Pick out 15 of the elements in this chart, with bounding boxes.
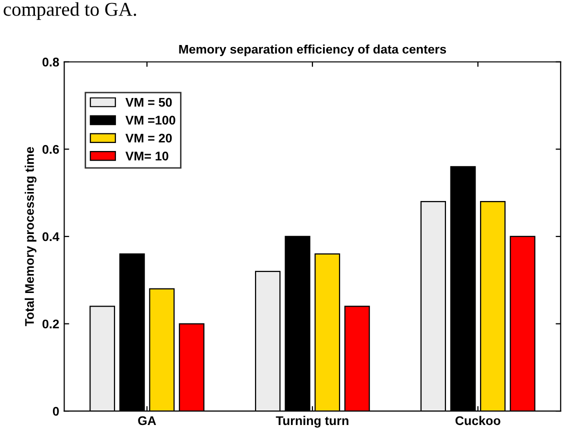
x-tick-label: GA bbox=[138, 416, 156, 426]
legend-label: VM = 20 bbox=[125, 134, 172, 143]
y-tick-label: 0.4 bbox=[42, 232, 60, 242]
y-tick-label: 0.6 bbox=[42, 144, 59, 154]
legend-label: VM = 50 bbox=[125, 98, 172, 107]
legend-label: VM= 10 bbox=[125, 152, 168, 160]
y-tick-label: 0 bbox=[52, 406, 59, 416]
x-tick-label: Turning turn bbox=[276, 416, 348, 428]
y-axis-title: Total Memory processing time bbox=[24, 147, 36, 326]
y-tick-label: 0.2 bbox=[42, 320, 59, 328]
text: compared to GA. bbox=[4, 2, 136, 20]
x-tick-label: Cuckoo bbox=[456, 416, 500, 426]
chart-title: Memory separation efficiency of data centers bbox=[179, 44, 446, 56]
y-tick-label: 0.8 bbox=[42, 58, 59, 67]
legend-label: VM =100 bbox=[125, 116, 176, 125]
